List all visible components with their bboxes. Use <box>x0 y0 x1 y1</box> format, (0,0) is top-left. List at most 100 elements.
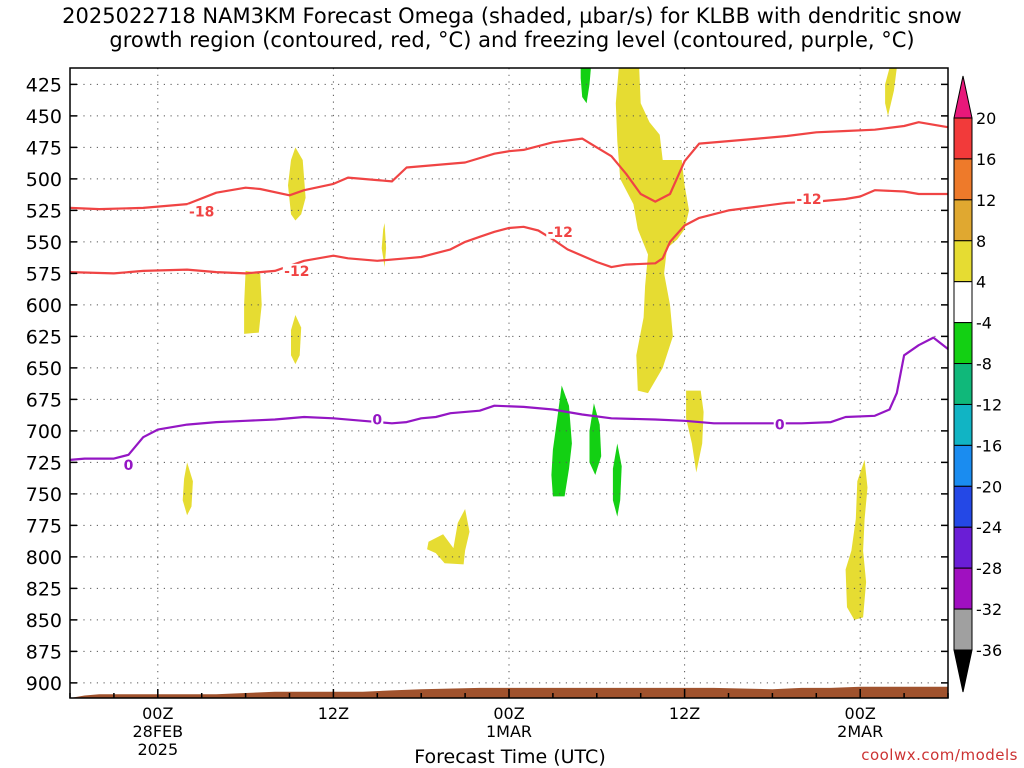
x-tick-label-30-0: 00Z <box>493 704 524 723</box>
colorbar-bin-3 <box>953 240 973 283</box>
credit-text: coolwx.com/models <box>861 746 1018 764</box>
x-tick-label-54-0: 00Z <box>845 704 876 723</box>
contour-label-m12-0: -12 <box>284 264 309 280</box>
colorbar-bin-0 <box>953 117 973 160</box>
contour-label-bg-m18-0 <box>187 204 216 219</box>
y-tick-label-700: 700 <box>26 421 62 443</box>
shaded-regions <box>182 68 897 620</box>
omega-region-13 <box>612 443 622 517</box>
y-tick-label-575: 575 <box>26 263 62 285</box>
chart-title-line2: growth region (contoured, red, °C) and f… <box>109 28 915 52</box>
omega-region-6 <box>885 68 897 116</box>
contour-label-0-2: 0 <box>775 418 785 434</box>
y-tick-label-650: 650 <box>26 358 62 380</box>
colorbar-label-1: 16 <box>976 150 996 169</box>
colorbar-label-12: -32 <box>976 600 1002 619</box>
contour-lines: -18 -12 -12 -12 0 0 0 <box>69 121 949 474</box>
omega-region-11 <box>551 385 572 497</box>
x-tick-label-42-0: 12Z <box>669 704 700 723</box>
colorbar-label-8: -16 <box>976 436 1002 455</box>
x-tick-label-30-1: 1MAR <box>486 722 532 741</box>
y-tick-label-550: 550 <box>26 232 62 254</box>
y-tick-label-725: 725 <box>26 452 62 474</box>
colorbar-bin-1 <box>953 158 973 201</box>
contour-label-0-1: 0 <box>372 413 382 429</box>
colorbar-label-9: -20 <box>976 477 1002 496</box>
omega-region-5 <box>686 390 704 473</box>
contour-label-bg-0-2 <box>773 417 786 432</box>
colorbar-label-5: -4 <box>976 314 992 333</box>
colorbar-top-arrow <box>953 75 973 119</box>
omega-region-7 <box>845 459 868 620</box>
colorbar-bin-7 <box>953 403 973 446</box>
contour-label-0-0: 0 <box>124 458 134 474</box>
colorbar-label-2: 12 <box>976 191 996 210</box>
x-axis-title: Forecast Time (UTC) <box>414 746 606 768</box>
contour-label-bg-0-1 <box>371 412 384 427</box>
y-tick-label-625: 625 <box>26 326 62 348</box>
colorbar-bottom-arrow <box>953 649 973 693</box>
omega-region-4 <box>615 68 689 394</box>
y-tick-label-750: 750 <box>26 484 62 506</box>
contour-label-m18-0: -18 <box>189 205 214 221</box>
colorbar-bin-2 <box>953 199 973 242</box>
contour-label-bg-m12-1 <box>546 224 575 239</box>
omega-region-3 <box>291 315 302 365</box>
y-tick-label-600: 600 <box>26 295 62 317</box>
colorbar-bin-6 <box>953 363 973 405</box>
colorbar: 20 16 12 8 4 -4 -8 -12 -16 -20 -24 -28 -32 -36 <box>953 75 1002 693</box>
colorbar-label-6: -8 <box>976 355 992 374</box>
colorbar-bin-4 <box>953 281 973 324</box>
x-tick-label-6-0: 00Z <box>142 704 173 723</box>
contour-label-bg-m12-0 <box>282 263 311 278</box>
y-tick-label-800: 800 <box>26 547 62 569</box>
x-tick-label-18-0: 12Z <box>318 704 349 723</box>
y-tick-label-850: 850 <box>26 610 62 632</box>
y-tick-label-500: 500 <box>26 169 62 191</box>
chart-title: 2025022718 NAM3KM Forecast Omega (shaded… <box>0 4 1024 52</box>
omega-region-8 <box>182 462 193 516</box>
colorbar-label-4: 4 <box>976 273 986 292</box>
colorbar-label-3: 8 <box>976 232 986 251</box>
y-tick-label-875: 875 <box>26 641 62 663</box>
y-tick-label-475: 475 <box>26 137 62 159</box>
y-tick-label-675: 675 <box>26 389 62 411</box>
contour-label-bg-m12-2 <box>794 192 823 207</box>
colorbar-bin-11 <box>953 567 973 610</box>
contour-label-m12-2: -12 <box>796 192 821 208</box>
x-tick-label-6-2: 2025 <box>137 740 178 759</box>
colorbar-label-0: 20 <box>976 109 996 128</box>
y-axis: 425 450 475 500 525 550 575 600 625 650 675 700 725 7… <box>26 74 948 695</box>
contour-label-m12-1: -12 <box>548 225 573 241</box>
contour-label-bg-0-0 <box>122 457 135 472</box>
colorbar-bin-10 <box>953 526 973 569</box>
colorbar-bin-9 <box>953 485 973 528</box>
y-tick-label-525: 525 <box>26 200 62 222</box>
contour-line-m18 <box>69 121 949 211</box>
chart-title-line1: 2025022718 NAM3KM Forecast Omega (shaded… <box>62 4 962 28</box>
colorbar-bin-8 <box>953 444 973 487</box>
colorbar-label-11: -28 <box>976 559 1002 578</box>
omega-region-12 <box>589 403 602 475</box>
x-tick-label-54-1: 2MAR <box>837 722 883 741</box>
omega-region-1 <box>381 223 387 268</box>
omega-region-0 <box>288 147 306 221</box>
contour-line-0 <box>69 336 949 461</box>
colorbar-label-13: -36 <box>976 641 1002 660</box>
y-tick-label-425: 425 <box>26 74 62 96</box>
omega-region-2 <box>244 270 262 334</box>
colorbar-label-10: -24 <box>976 518 1002 537</box>
y-tick-label-450: 450 <box>26 106 62 128</box>
colorbar-bin-12 <box>953 608 973 651</box>
x-tick-label-6-1: 28FEB <box>132 722 183 741</box>
y-tick-label-775: 775 <box>26 515 62 537</box>
colorbar-bin-5 <box>953 322 973 365</box>
omega-region-10 <box>580 68 591 104</box>
omega-region-9 <box>427 509 470 565</box>
y-tick-label-900: 900 <box>26 673 62 695</box>
gridlines <box>70 68 948 698</box>
y-tick-label-825: 825 <box>26 578 62 600</box>
colorbar-label-7: -12 <box>976 395 1002 414</box>
